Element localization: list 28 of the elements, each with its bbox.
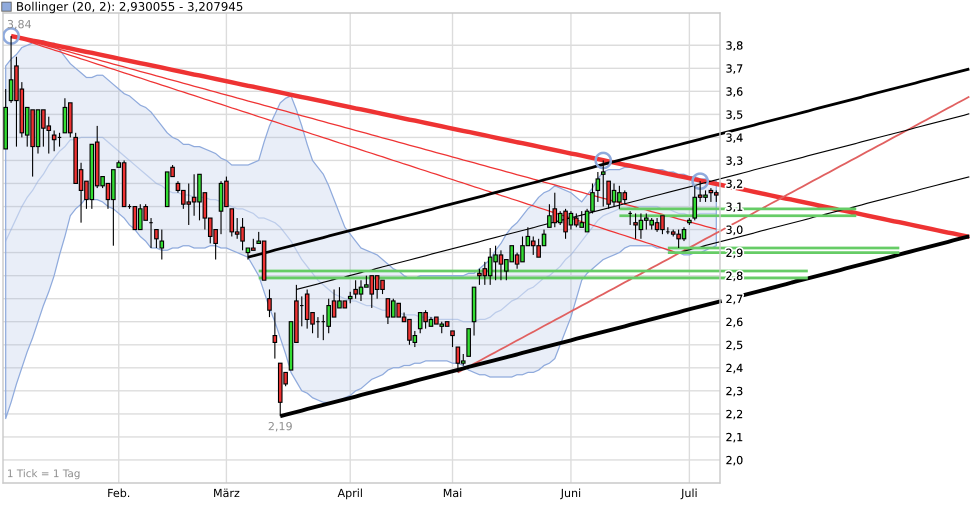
y-tick-label: 2,2 (726, 410, 742, 420)
y-tick-label: 2,0 (726, 456, 742, 466)
y-tick-label: 2,7 (726, 294, 742, 304)
y-tick-label: 3,6 (726, 87, 743, 97)
legend-label: Bollinger (20, 2): 2,930055 - 3,207945 (17, 2, 242, 14)
y-tick-label: 2,9 (726, 248, 742, 258)
y-tick-label: 2,5 (726, 340, 742, 350)
x-tick-label: Mai (444, 488, 462, 498)
y-tick-label: 3,3 (726, 156, 742, 166)
x-tick-label: Juli (680, 488, 697, 500)
annotation: 3,84 (8, 20, 32, 30)
x-tick-label: April (338, 488, 362, 500)
y-tick-label: 2,3 (726, 386, 742, 396)
y-tick-label: 3,1 (726, 202, 742, 212)
y-tick-label: 3,5 (726, 110, 742, 120)
y-tick-label: 2,6 (726, 318, 743, 328)
y-tick-label: 3,4 (726, 133, 743, 143)
y-tick-label: 2,1 (726, 432, 742, 442)
annotation: 2,19 (268, 422, 292, 432)
y-tick-label: 3,7 (726, 64, 742, 74)
y-tick-label: 3,0 (726, 226, 742, 236)
x-tick-label: März (214, 488, 240, 498)
y-tick-label: 3,8 (726, 41, 742, 51)
y-tick-label: 2,8 (726, 272, 742, 282)
annotation: 1 Tick = 1 Tag (8, 469, 80, 480)
x-tick-label: Feb. (108, 488, 130, 498)
x-tick-label: Juni (560, 488, 580, 500)
y-tick-label: 2,4 (726, 364, 743, 374)
